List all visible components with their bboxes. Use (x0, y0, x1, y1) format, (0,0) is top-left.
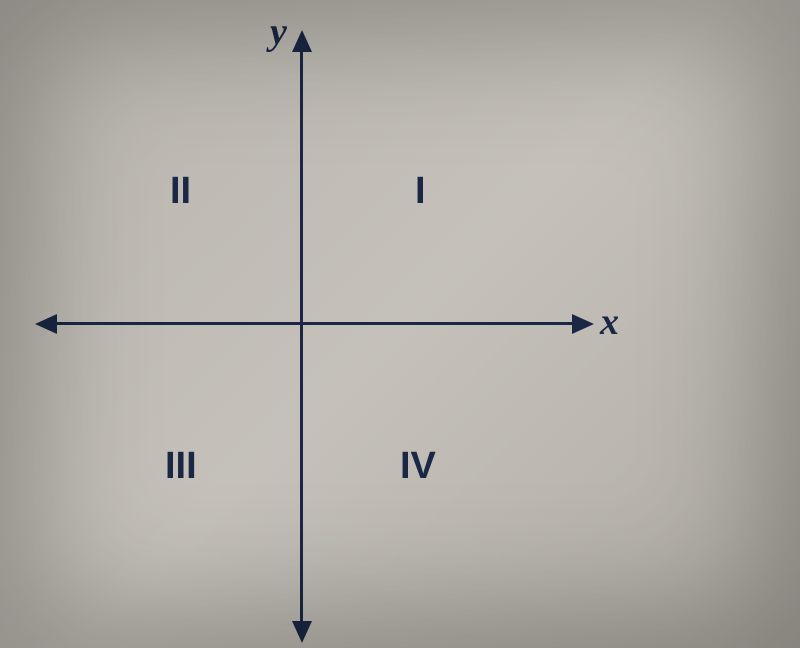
y-axis-label: y (270, 10, 287, 54)
x-axis-arrow-left (35, 314, 57, 334)
coordinate-plane-diagram: y x I II III IV (0, 0, 800, 648)
quadrant-1-label: I (415, 170, 426, 213)
x-axis-arrow-right (572, 314, 594, 334)
x-axis-line (55, 322, 575, 325)
x-axis-label: x (600, 300, 619, 344)
y-axis-arrow-down (292, 621, 312, 643)
quadrant-3-label: III (165, 445, 197, 488)
y-axis-line (300, 50, 303, 623)
quadrant-4-label: IV (400, 445, 436, 488)
y-axis-arrow-up (292, 30, 312, 52)
quadrant-2-label: II (170, 170, 191, 213)
